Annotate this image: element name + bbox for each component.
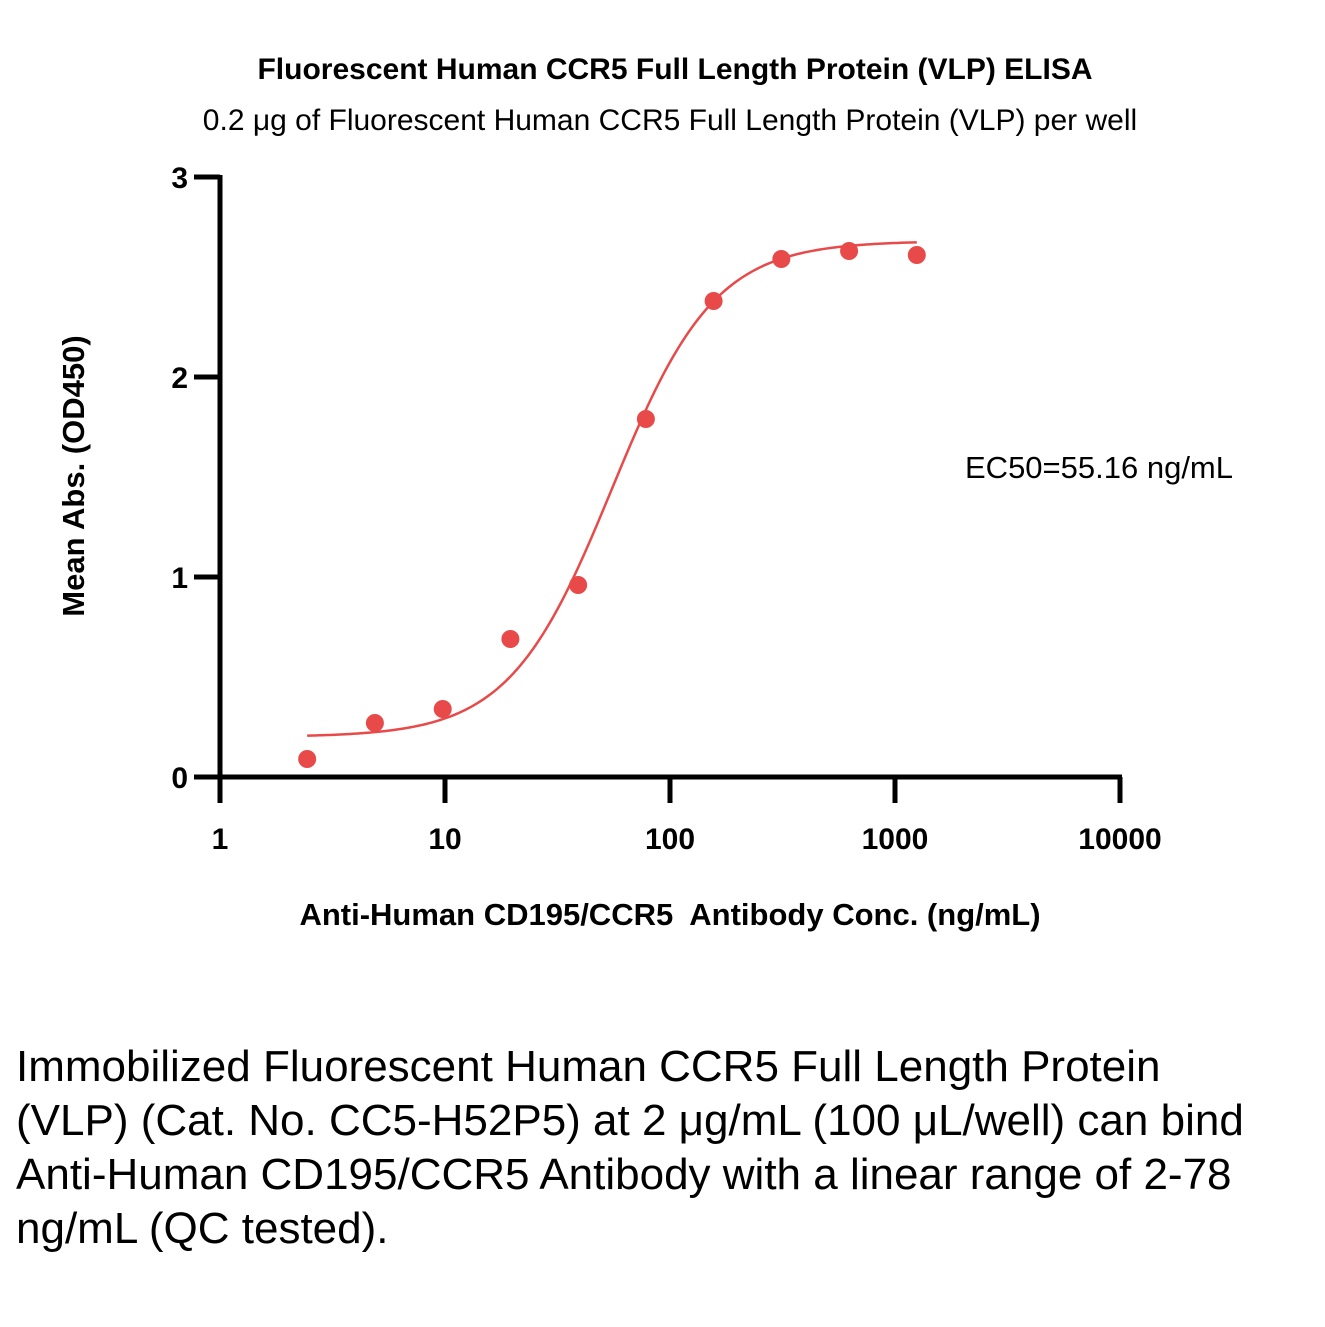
chart-title: Fluorescent Human CCR5 Full Length Prote… — [257, 53, 1092, 86]
x-tick-label: 10000 — [1078, 823, 1161, 856]
data-point — [772, 250, 791, 268]
y-tick-label: 0 — [171, 762, 188, 795]
fit-curve-layer — [307, 241, 917, 737]
y-tick-label: 1 — [171, 562, 188, 595]
ec50-annotation: EC50=55.16 ng/mL — [965, 450, 1233, 485]
x-tick-label: 1 — [212, 823, 229, 856]
data-point — [433, 700, 452, 718]
chart-subtitle: 0.2 μg of Fluorescent Human CCR5 Full Le… — [203, 104, 1137, 137]
data-point — [907, 246, 926, 264]
x-tick-label: 1000 — [862, 823, 929, 856]
data-point — [501, 630, 520, 648]
data-point — [636, 410, 655, 428]
data-point — [365, 714, 384, 732]
x-tick-label: 10 — [428, 823, 461, 856]
y-axis-label: Mean Abs. (OD450) — [56, 335, 91, 616]
data-point — [704, 292, 723, 310]
data-points-layer — [298, 242, 926, 768]
fit-curve — [307, 241, 917, 737]
elisa-chart: Fluorescent Human CCR5 Full Length Prote… — [56, 53, 1233, 932]
data-point — [569, 576, 588, 594]
y-tick-label: 2 — [171, 362, 188, 395]
x-tick-label: 100 — [645, 823, 695, 856]
y-axis: 0 1 2 3 — [171, 162, 223, 795]
x-axis: 1 10 100 1000 10000 — [194, 774, 1162, 856]
x-axis-label: Anti-Human CD195/CCR5 Antibody Conc. (ng… — [299, 897, 1040, 932]
y-tick-label: 3 — [171, 162, 188, 195]
data-point — [298, 750, 317, 768]
figure-caption: Immobilized Fluorescent Human CCR5 Full … — [16, 1042, 1244, 1253]
data-point — [840, 242, 859, 260]
